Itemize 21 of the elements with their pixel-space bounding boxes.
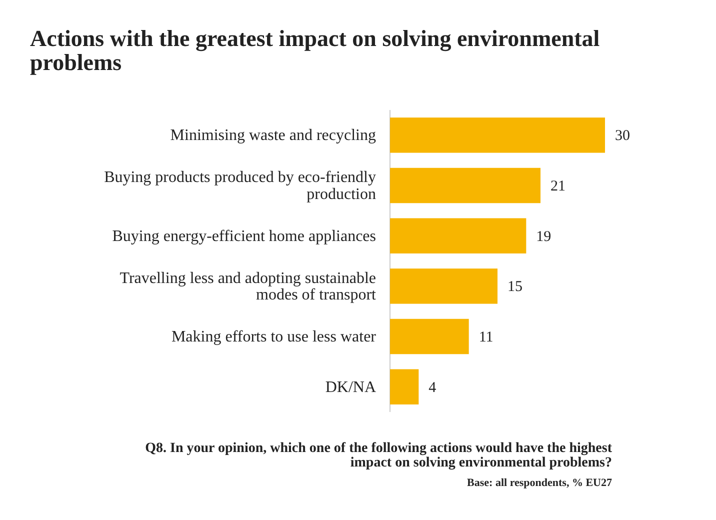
data-label: 4 (428, 380, 437, 396)
bar (390, 118, 605, 153)
data-label: 19 (536, 228, 552, 245)
bar (390, 218, 526, 254)
bar (390, 268, 498, 304)
text: Q8. In your opinion, which one of the following actions would have the highest impact on solving environmental problems? (145, 441, 612, 471)
bar (390, 318, 469, 354)
data-label: 21 (550, 178, 566, 194)
data-label: 15 (508, 279, 522, 296)
chart-title: Actions with the greatest impact on solving environmental problems (30, 26, 600, 76)
y-tick-label: Minimising waste and recycling (170, 127, 376, 144)
data-label: 11 (478, 330, 494, 346)
y-tick-label: DK/NA (325, 378, 376, 396)
y-tick-label: Travelling less and adopting sustainable modes of transport (120, 270, 377, 304)
data-label: 30 (615, 128, 630, 144)
y-tick-label: Buying products produced by eco-friendly production (104, 169, 376, 203)
text: Base: all respondents, % EU27 (467, 477, 612, 489)
bar (390, 168, 540, 204)
y-tick-label: Making efforts to use less water (171, 328, 377, 346)
bar (390, 369, 419, 404)
y-tick-label: Buying energy-efficient home appliances (112, 228, 376, 245)
